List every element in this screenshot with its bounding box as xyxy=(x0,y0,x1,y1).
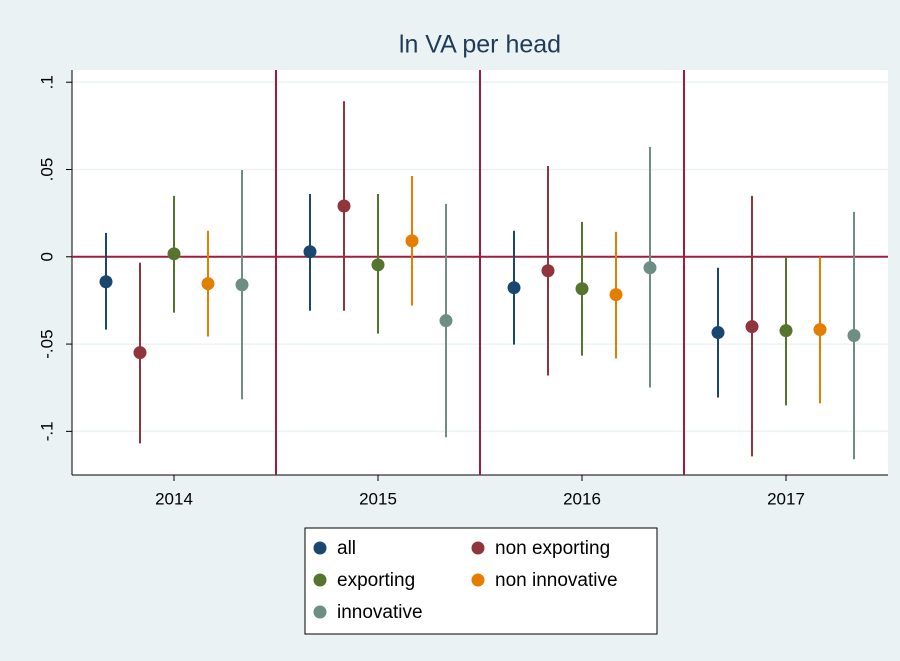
point xyxy=(779,324,793,338)
legend-label: exporting xyxy=(337,570,415,591)
y-tick-label: -.1 xyxy=(37,421,56,441)
y-tick-label: .1 xyxy=(37,75,56,89)
legend-label: non exporting xyxy=(495,538,610,559)
y-tick-label: .05 xyxy=(37,158,56,182)
point xyxy=(201,277,215,291)
point xyxy=(507,281,521,295)
point xyxy=(99,275,113,289)
point xyxy=(167,247,181,261)
point xyxy=(303,245,317,259)
point xyxy=(541,264,555,278)
point xyxy=(847,329,861,343)
point xyxy=(337,199,351,213)
y-tick-label: -.05 xyxy=(37,329,56,358)
point xyxy=(133,346,147,360)
point xyxy=(405,234,419,248)
point xyxy=(609,288,623,302)
point xyxy=(371,258,385,272)
point xyxy=(235,278,249,292)
point xyxy=(439,314,453,328)
x-tick-label: 2016 xyxy=(563,489,601,508)
legend-marker xyxy=(313,573,327,587)
legend-label: all xyxy=(337,538,356,559)
point xyxy=(711,326,725,340)
point xyxy=(643,261,657,275)
legend-marker xyxy=(313,541,327,555)
point xyxy=(745,320,759,334)
x-tick-label: 2014 xyxy=(155,489,193,508)
point xyxy=(813,323,827,337)
chart-title: ln VA per head xyxy=(399,31,561,59)
point xyxy=(575,282,589,296)
x-tick-label: 2015 xyxy=(359,489,397,508)
legend-label: non innovative xyxy=(495,570,618,591)
x-tick-label: 2017 xyxy=(767,489,805,508)
y-tick-label: 0 xyxy=(37,252,56,261)
legend-marker xyxy=(471,541,485,555)
legend-marker xyxy=(471,573,485,587)
legend-marker xyxy=(313,605,327,619)
legend-label: innovative xyxy=(337,602,423,623)
